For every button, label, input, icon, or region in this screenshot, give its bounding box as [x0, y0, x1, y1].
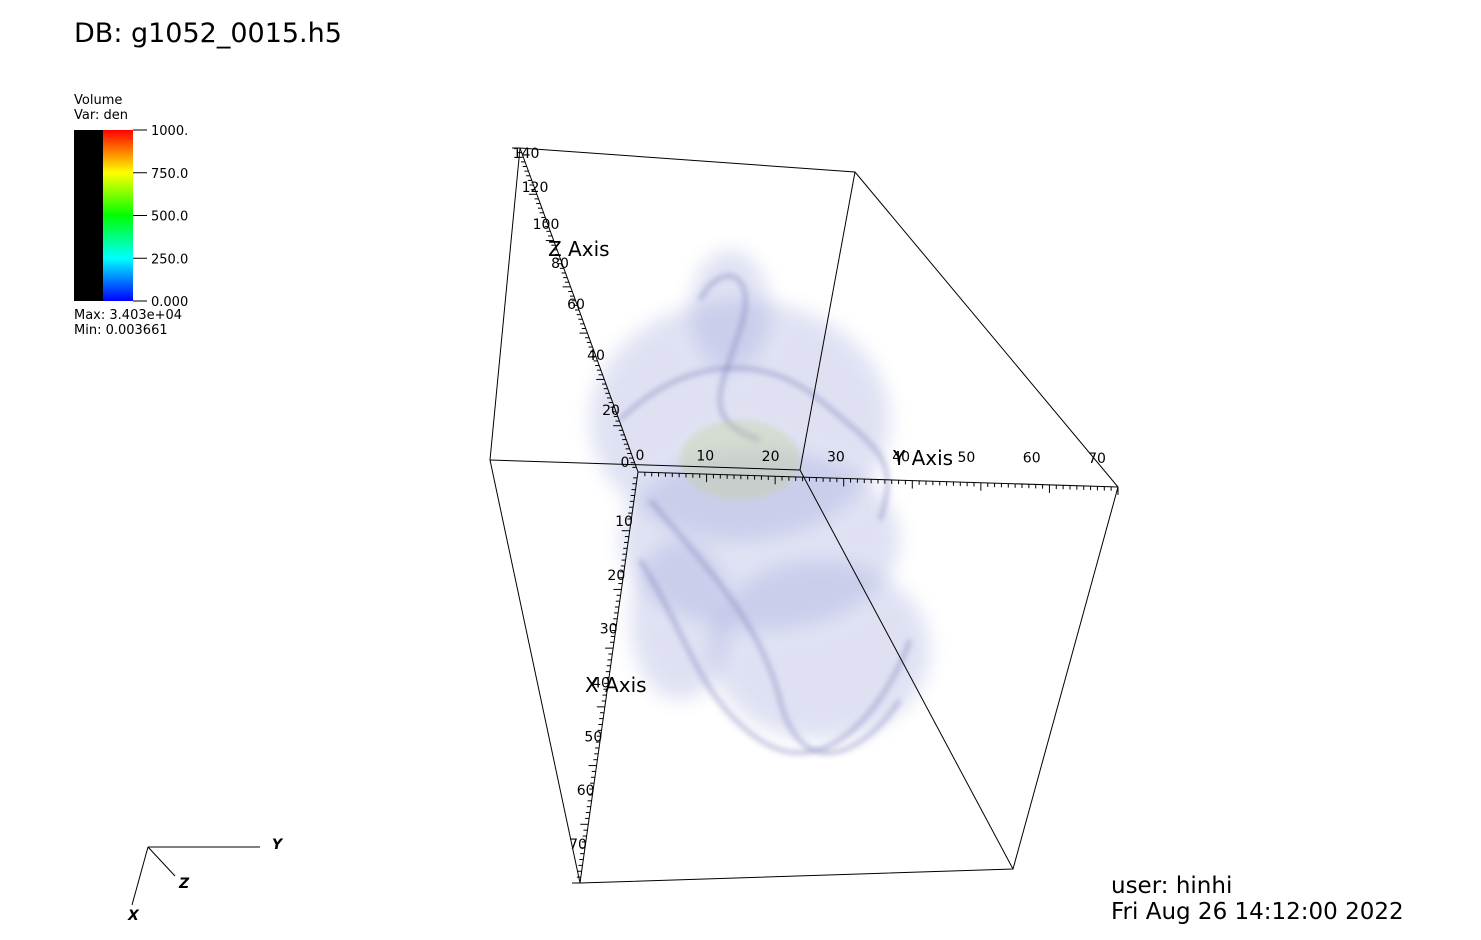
legend-var: Var: den [74, 108, 128, 123]
date: Fri Aug 26 14:12:00 2022 [1111, 899, 1404, 925]
z-tick-label: 0 [621, 455, 630, 471]
colorbar-ticks: 1000. 750.0 500.0 250.0 0.000 [133, 124, 188, 310]
triad-x: X [127, 908, 140, 924]
x-tick-label: 40 [592, 676, 610, 692]
colorbar-label: 750.0 [151, 167, 188, 182]
z-tick-label: 140 [513, 146, 540, 162]
x-tick-label: 50 [584, 729, 602, 745]
z-axis-title: Z Axis [548, 237, 610, 261]
triad-y: Y [272, 837, 284, 853]
y-tick-label: 60 [1023, 451, 1041, 467]
title: DB: g1052_0015.h5 [74, 18, 342, 49]
z-tick-label: 20 [602, 403, 620, 419]
y-tick-label: 50 [958, 450, 976, 466]
colorbar-label: 0.000 [151, 295, 188, 310]
y-tick-label: 30 [827, 449, 845, 465]
axes: 10 20 30 40 50 60 70 X Axis 0 10 20 30 40 50 60 70 Y Axi… [512, 146, 1119, 884]
user: user: hinhi [1111, 873, 1232, 899]
x-tick-label: 10 [615, 514, 633, 530]
y-axis-title: Y Axis [892, 446, 953, 470]
colorbar [103, 130, 133, 301]
triad-z: Z [178, 876, 190, 892]
z-tick-label: 40 [587, 348, 605, 364]
z-tick-label: 120 [522, 180, 549, 196]
x-tick-label: 70 [569, 837, 587, 853]
z-tick-label: 100 [533, 217, 560, 233]
x-tick-label: 60 [577, 783, 595, 799]
triad [131, 846, 260, 906]
colorbar-label: 500.0 [151, 210, 188, 225]
y-tick-label: 40 [892, 450, 910, 466]
colorbar-opacity [74, 130, 103, 301]
legend-min: Min: 0.003661 [74, 323, 168, 338]
colorbar-label: 250.0 [151, 252, 188, 267]
y-tick-label: 10 [696, 448, 714, 464]
x-tick-label: 30 [600, 622, 618, 638]
y-tick-label: 0 [636, 448, 645, 464]
y-tick-label: 70 [1088, 451, 1106, 467]
legend-plot: Volume [74, 93, 122, 108]
volume-render [590, 250, 930, 755]
x-tick-label: 20 [607, 568, 625, 584]
colorbar-label: 1000. [151, 124, 188, 139]
x-axis-title: X Axis [585, 673, 647, 697]
y-tick-label: 20 [762, 449, 780, 465]
legend-max: Max: 3.403e+04 [74, 308, 182, 323]
